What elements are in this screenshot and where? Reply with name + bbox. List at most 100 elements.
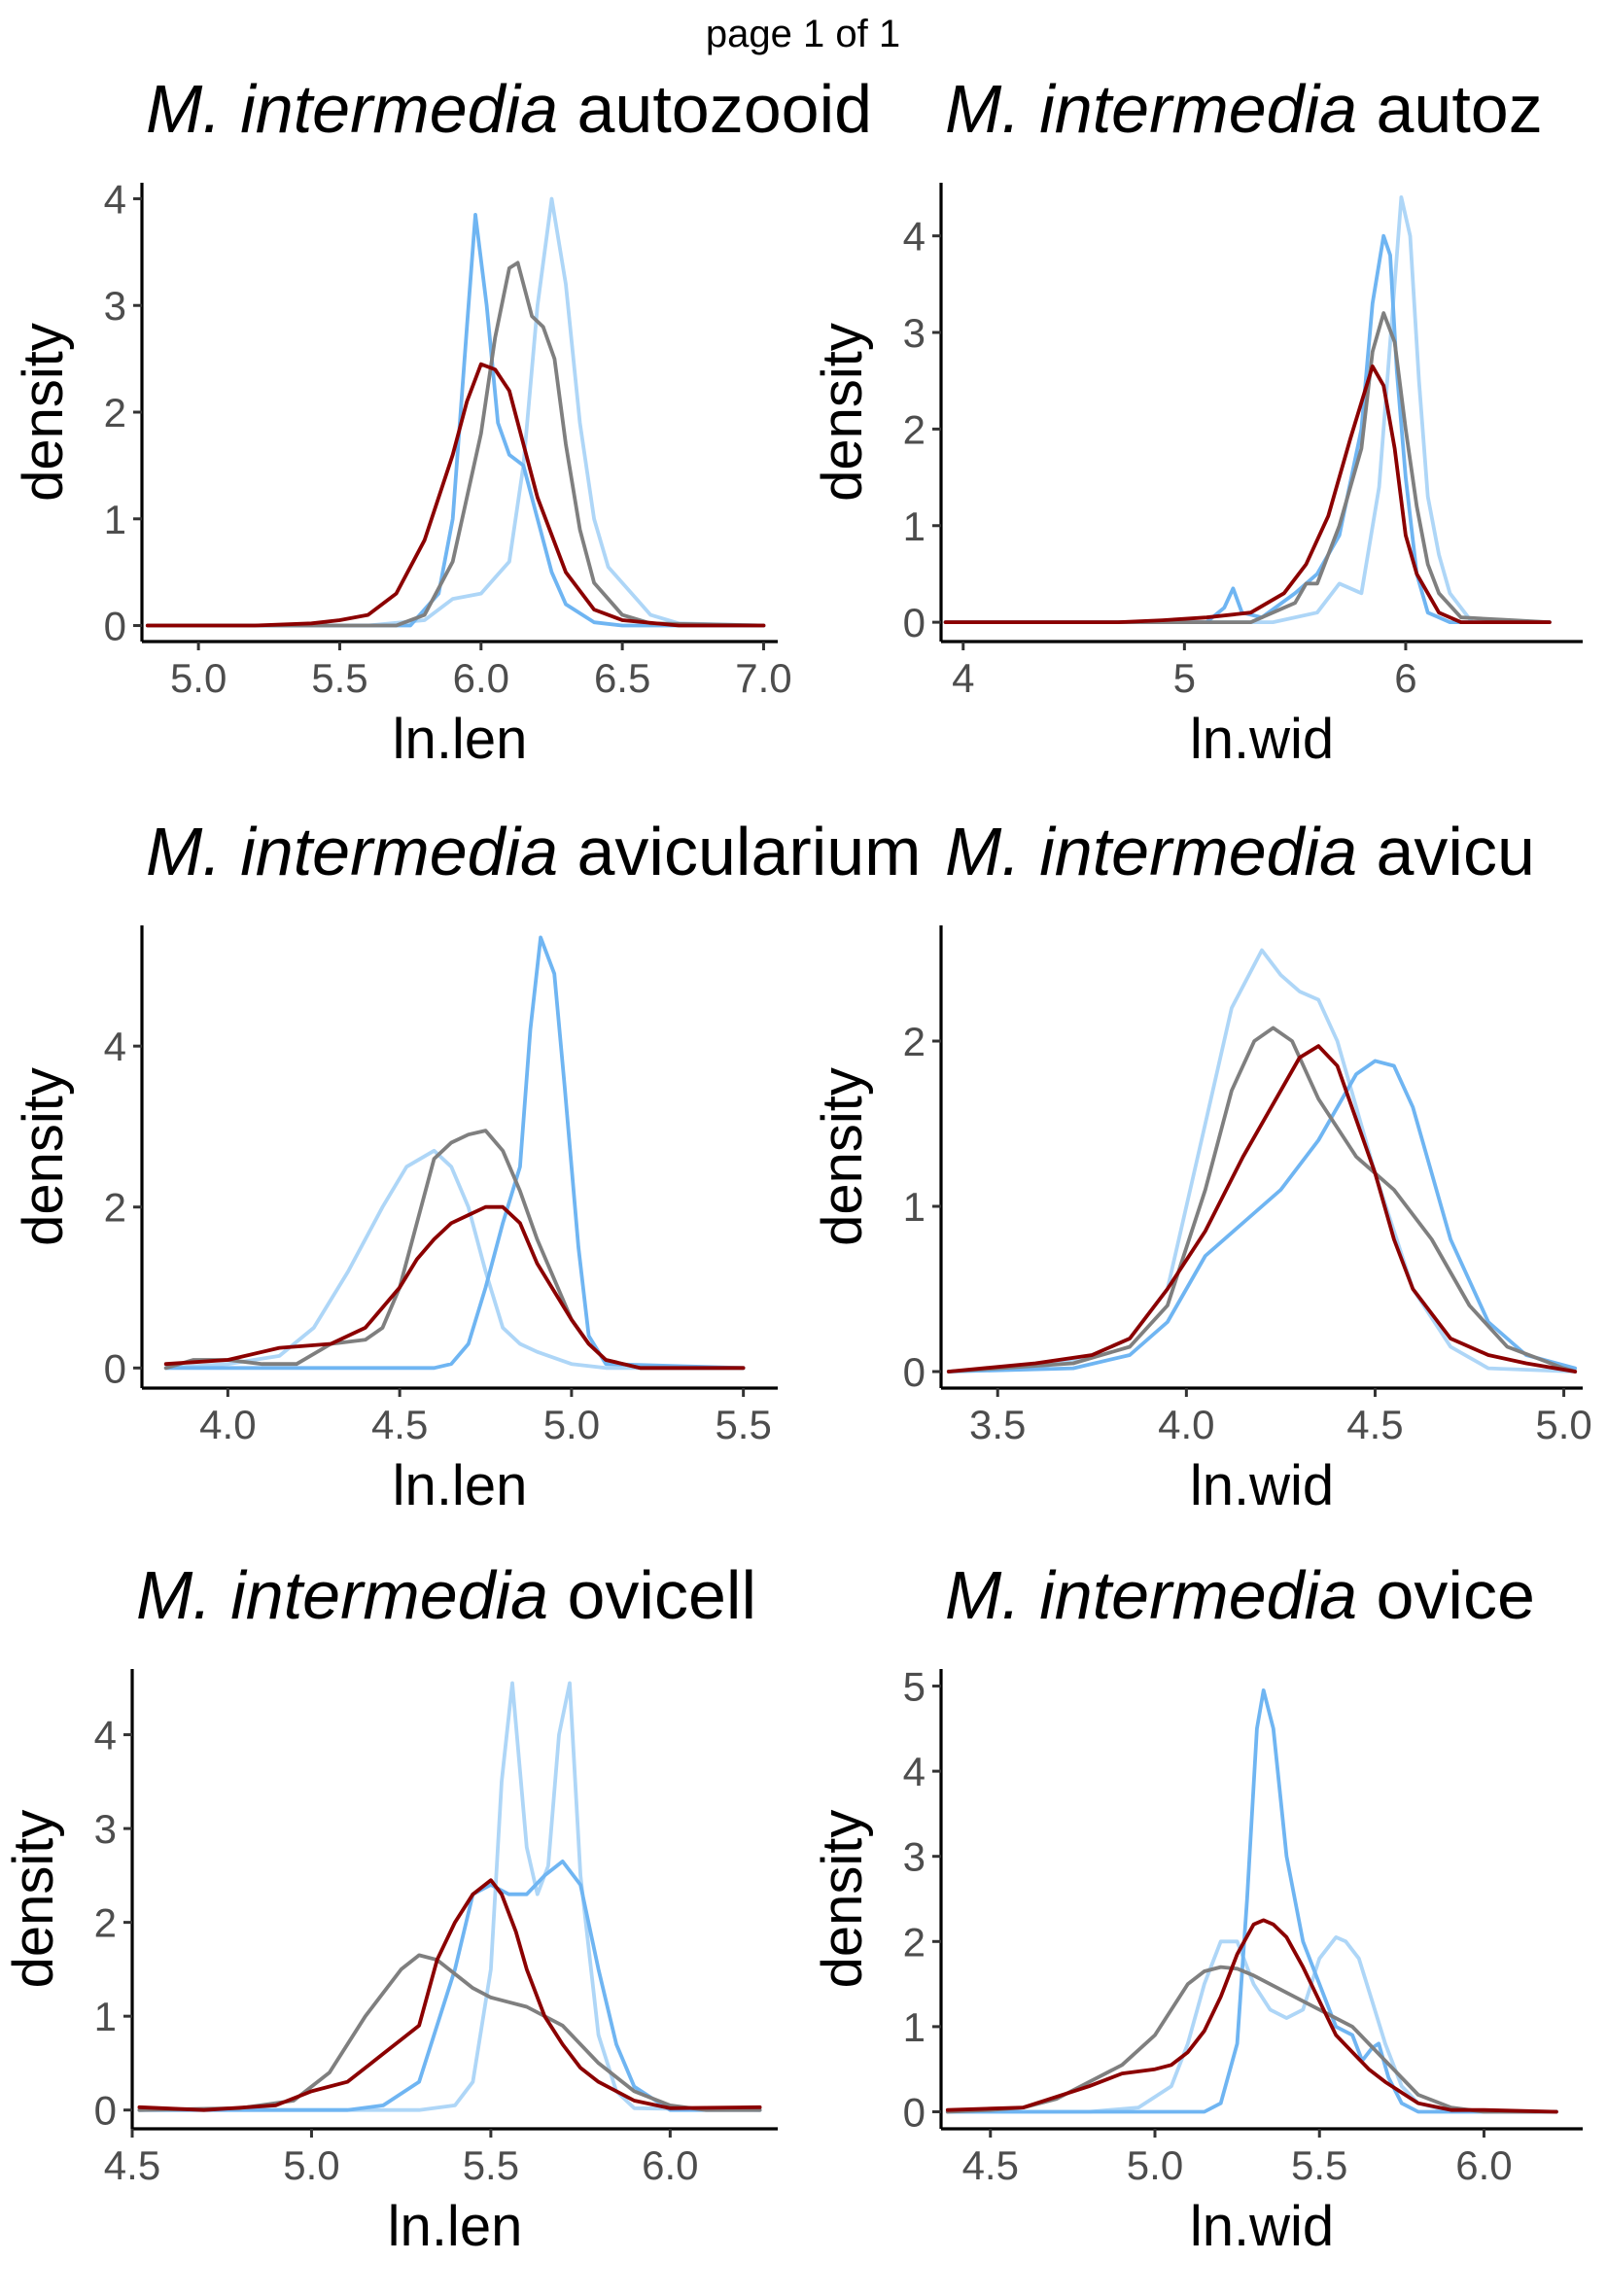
y-axis-title: density	[811, 323, 874, 502]
y-tick-label: 1	[903, 1184, 926, 1230]
y-axis-title: density	[12, 323, 75, 502]
panel-title: M. intermedia autoz	[945, 71, 1543, 147]
y-tick-label: 1	[94, 1994, 117, 2039]
x-tick-label: 6.0	[453, 655, 509, 701]
x-tick-label: 6.0	[642, 2142, 698, 2188]
x-axis-title: ln.wid	[1190, 1454, 1334, 1517]
x-axis-title: ln.wid	[1190, 708, 1334, 771]
y-tick-label: 1	[903, 504, 926, 549]
density-curve-2	[945, 1688, 1558, 2114]
density-curve-4	[163, 1204, 746, 1371]
y-tick-label: 4	[104, 176, 126, 222]
density-curve-2	[943, 233, 1552, 624]
panel-title-species: M. intermedia	[945, 1557, 1357, 1633]
density-curve-1	[945, 1935, 1558, 2114]
panel-title-structure: ovicell	[548, 1557, 756, 1633]
y-tick-label: 1	[903, 2004, 926, 2050]
x-tick-label: 4.5	[962, 2142, 1019, 2188]
y-tick-label: 2	[104, 390, 126, 435]
density-curve-2	[163, 935, 746, 1371]
density-curve-2	[145, 212, 766, 628]
density-curve-3	[137, 1953, 762, 2112]
x-tick-label: 5.5	[715, 1402, 771, 1447]
y-axis-title: density	[12, 1067, 75, 1246]
y-axis-title: density	[811, 1067, 874, 1246]
panel-title: M. intermedia ovicell	[136, 1557, 756, 1633]
y-tick-label: 0	[104, 604, 126, 649]
y-tick-label: 2	[104, 1185, 126, 1231]
density-panel-3: M. intermedia avicularium 0 2 4 4.0 4.5 5.0 5.5…	[12, 814, 922, 1517]
x-tick-label: 5.0	[170, 655, 227, 701]
density-curve-3	[943, 311, 1552, 624]
panel-title: M. intermedia avicu	[945, 814, 1535, 889]
y-tick-label: 2	[94, 1900, 117, 1946]
x-tick-label: 4	[952, 655, 974, 701]
y-tick-label: 3	[903, 310, 926, 356]
y-tick-label: 0	[903, 600, 926, 645]
panel-title-species: M. intermedia	[146, 71, 558, 147]
density-curve-4	[145, 362, 766, 628]
panel-title: M. intermedia ovice	[945, 1557, 1535, 1633]
density-curve-1	[163, 1148, 746, 1371]
x-tick-label: 4.0	[199, 1402, 256, 1447]
y-tick-label: 3	[94, 1806, 117, 1852]
y-tick-label: 4	[104, 1024, 126, 1069]
y-tick-label: 4	[903, 1749, 926, 1794]
density-curve-2	[946, 1059, 1578, 1374]
panel-title-species: M. intermedia	[136, 1557, 548, 1633]
panel-title-species: M. intermedia	[146, 814, 558, 889]
density-curve-4	[137, 1878, 762, 2112]
x-axis-title: ln.wid	[1190, 2195, 1334, 2258]
y-tick-label: 0	[104, 1345, 126, 1391]
y-tick-label: 2	[903, 406, 926, 452]
y-tick-label: 3	[903, 1834, 926, 1880]
y-tick-label: 0	[903, 1349, 926, 1395]
x-tick-label: 3.5	[969, 1402, 1026, 1447]
x-tick-label: 5.0	[1127, 2142, 1183, 2188]
page-label: page 1 of 1	[706, 13, 900, 55]
panel-title: M. intermedia autozooid	[146, 71, 872, 147]
x-tick-label: 5.5	[1291, 2142, 1347, 2188]
y-tick-label: 0	[94, 2088, 117, 2134]
y-tick-label: 2	[903, 1919, 926, 1965]
x-tick-label: 6.5	[594, 655, 650, 701]
x-tick-label: 5.0	[543, 1402, 600, 1447]
y-tick-label: 1	[104, 497, 126, 542]
x-tick-label: 5	[1173, 655, 1196, 701]
x-tick-label: 6.0	[1455, 2142, 1512, 2188]
density-curve-2	[137, 1860, 762, 2112]
y-tick-label: 5	[903, 1664, 926, 1710]
density-curve-3	[145, 261, 766, 628]
x-tick-label: 5.5	[463, 2142, 519, 2188]
x-tick-label: 7.0	[735, 655, 791, 701]
density-curve-1	[943, 194, 1552, 624]
density-curve-3	[945, 1965, 1558, 2114]
x-tick-label: 4.0	[1158, 1402, 1214, 1447]
panel-title-structure: autoz	[1357, 71, 1543, 147]
density-panel-6: M. intermedia ovice 0 1 2 3 4 5 4.5 5.0 5.5 6.0 ln.…	[811, 1557, 1583, 2258]
y-axis-title: density	[2, 1810, 65, 1989]
x-tick-label: 4.5	[104, 2142, 160, 2188]
panel-title-structure: avicu	[1357, 814, 1535, 889]
density-panel-2: M. intermedia autoz 0 1 2 3 4 4 5 6 ln.wid density	[811, 71, 1583, 771]
density-panel-5: M. intermedia ovicell 0 1 2 3 4 4.5 5.0 5.5 6.0 ln…	[2, 1557, 778, 2258]
density-curve-1	[145, 196, 766, 628]
density-curve-4	[946, 1044, 1578, 1374]
density-panel-1: M. intermedia autozooid 0 1 2 3 4 5.0 5.5 6.0 6.5…	[12, 71, 872, 771]
x-axis-title: ln.len	[388, 2195, 523, 2258]
y-tick-label: 4	[903, 214, 926, 260]
x-tick-label: 4.5	[371, 1402, 428, 1447]
y-tick-label: 2	[903, 1019, 926, 1064]
panel-title-structure: autozooid	[558, 71, 872, 147]
x-tick-label: 5.0	[283, 2142, 339, 2188]
density-curve-4	[943, 364, 1552, 624]
density-curve-3	[163, 1129, 746, 1371]
density-panel-4: M. intermedia avicu 0 1 2 3.5 4.0 4.5 5.0 ln.wid…	[811, 814, 1592, 1517]
y-tick-label: 3	[104, 283, 126, 329]
density-curve-3	[946, 1026, 1578, 1374]
density-curve-1	[137, 1681, 762, 2112]
x-tick-label: 5.5	[311, 655, 367, 701]
panel-title-species: M. intermedia	[945, 814, 1357, 889]
